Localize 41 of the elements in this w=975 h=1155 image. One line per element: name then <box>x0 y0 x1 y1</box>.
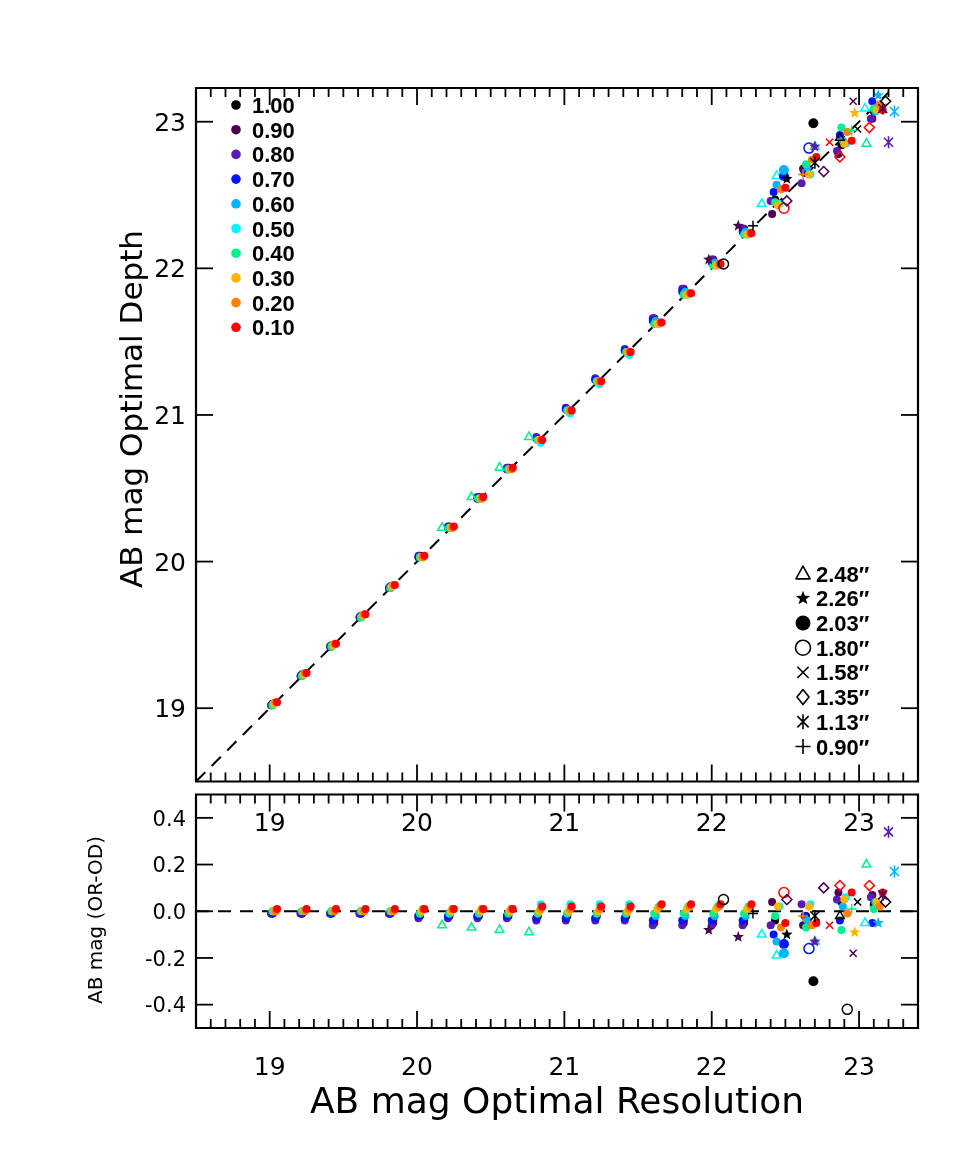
x-tick-label: 22 <box>695 807 728 837</box>
legend-label: 0.60 <box>252 191 295 217</box>
y-axis-title: AB mag (OR-OD) <box>83 836 108 1004</box>
legend-label: 1.00 <box>252 93 295 118</box>
legend-label: 0.70 <box>252 167 295 193</box>
y-tick-label: 23 <box>154 107 186 137</box>
x2-tick-label: 21 <box>548 1052 581 1082</box>
legend-label: 0.30 <box>252 265 295 291</box>
y-tick-label: 0.2 <box>152 853 186 878</box>
y-tick-label: 22 <box>154 254 186 284</box>
y-tick-label: 0.4 <box>152 806 186 831</box>
legend-label: 1.58″ <box>816 660 870 686</box>
x2-tick-label: 22 <box>695 1052 728 1082</box>
x2-tick-label: 19 <box>253 1052 286 1082</box>
y-tick-label: 0.0 <box>152 899 186 924</box>
legend-label: 0.40 <box>252 241 295 267</box>
legend-label: 1.35″ <box>816 685 870 711</box>
x-axis-title: AB mag Optimal Resolution <box>309 1079 805 1121</box>
legend-label: 0.50 <box>252 216 295 242</box>
y-tick-label: -0.2 <box>145 946 186 971</box>
legend-label: 0.20 <box>252 290 295 316</box>
x-tick-label: 23 <box>843 807 875 837</box>
y-tick-label: -0.4 <box>145 993 186 1018</box>
x-tick-label: 21 <box>548 807 581 837</box>
y-tick-label: 19 <box>154 694 186 724</box>
x-tick-label: 20 <box>401 807 433 837</box>
legend-label: 0.10 <box>252 315 295 341</box>
x2-tick-label: 23 <box>843 1052 875 1082</box>
x2-tick-label: 20 <box>401 1052 433 1082</box>
y-tick-label: 21 <box>154 401 186 431</box>
legend-label: 2.26″ <box>816 586 870 612</box>
legend-label: 0.90 <box>252 117 295 143</box>
legend-label: 0.80 <box>252 142 295 168</box>
legend-label: 1.80″ <box>816 635 870 661</box>
legend-label: 1.13″ <box>816 709 870 735</box>
legend-label: 2.48″ <box>816 561 870 587</box>
x-tick-label: 19 <box>253 807 286 837</box>
y-axis-title: AB mag Optimal Depth <box>113 230 150 588</box>
legend-label: 0.90″ <box>816 734 870 760</box>
legend-label: 2.03″ <box>816 611 870 636</box>
y-tick-label: 20 <box>154 547 186 577</box>
